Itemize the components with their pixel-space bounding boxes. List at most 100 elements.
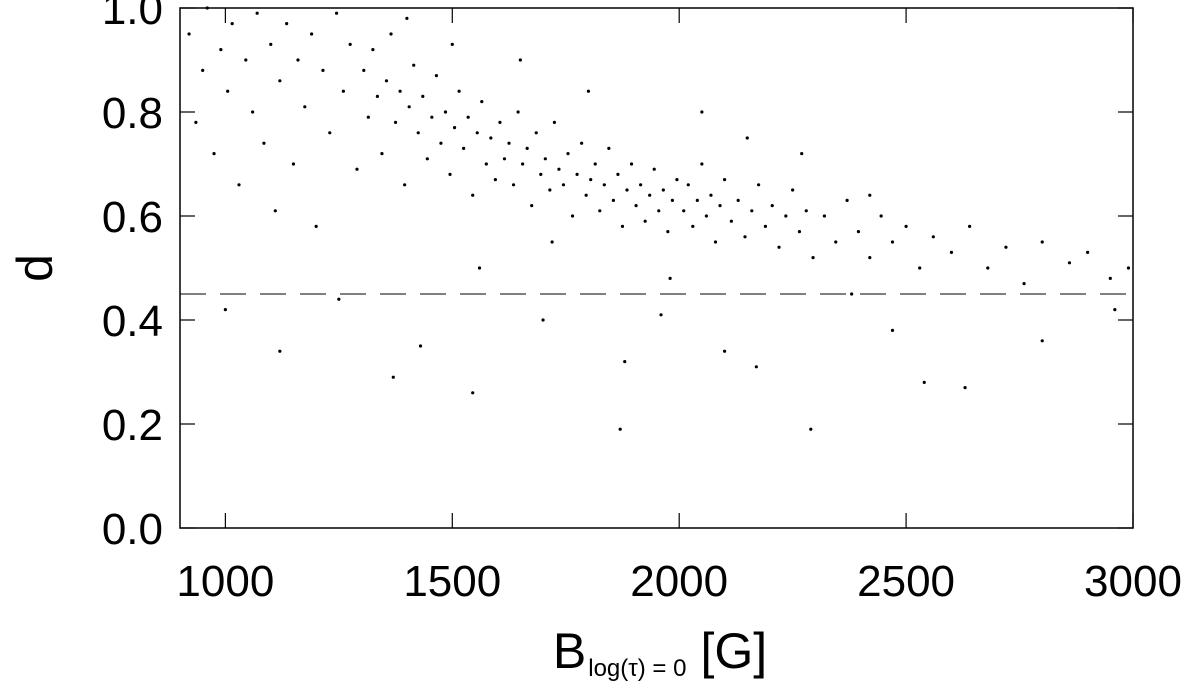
data-point [561,183,566,187]
data-point [341,89,345,93]
data-point [230,22,234,26]
data-point [611,198,615,202]
data-point [498,120,502,124]
y-axis-label: d [7,254,63,282]
data-point [754,365,758,369]
data-point [219,48,223,52]
data-point [661,188,665,192]
data-point [691,224,695,228]
data-point [448,172,452,176]
data-point [273,209,277,213]
data-point [722,178,727,182]
data-point [475,131,479,135]
data-point [743,235,747,239]
data-point [845,198,849,202]
data-point [471,391,475,395]
data-point [750,209,754,213]
data-point [371,48,375,52]
data-point [511,183,516,187]
data-point [1022,282,1026,286]
data-point [407,105,411,109]
data-point [618,427,622,431]
data-point [328,131,332,135]
data-point [879,214,883,218]
x-axis-label: Blog(τ) = 0 [G] [553,623,767,682]
x-tick-label: 1000 [176,557,274,606]
data-point [1126,266,1131,270]
data-point [625,188,629,192]
data-point [668,276,672,280]
data-point [589,178,593,182]
data-point [700,110,704,114]
data-point [502,157,507,161]
data-point [489,136,493,140]
data-point [593,162,597,166]
data-point [770,204,774,208]
data-point [348,42,352,47]
data-point [811,256,815,260]
data-point [800,152,804,156]
x-label-main: B [553,623,586,679]
data-point [659,313,663,317]
data-point [452,126,457,130]
data-point [986,266,990,270]
data-point [666,230,670,234]
data-point [570,214,575,218]
data-point [303,105,307,109]
data-point [391,375,395,379]
data-point [745,136,749,140]
data-point [530,204,534,208]
data-point [548,188,552,192]
data-point [516,110,520,114]
data-point [269,42,273,47]
data-point [434,74,439,78]
data-point [949,250,954,254]
data-point [1067,261,1072,265]
data-point [403,183,407,187]
data-point [963,386,967,390]
data-point [457,89,461,93]
data-point [682,209,686,213]
x-tick-label: 1500 [403,557,501,606]
data-point [550,240,554,244]
data-point [904,224,908,228]
data-point [639,183,643,187]
data-point [201,68,205,72]
data-point [566,152,570,156]
data-point [922,380,926,384]
data-point [418,344,423,348]
x-label-unit: [G] [700,623,767,679]
data-point [607,146,611,150]
y-tick-label: 1.0 [102,0,163,34]
data-point [187,32,191,36]
data-point [416,131,420,135]
data-point [822,214,827,218]
y-tick-label: 0.8 [102,89,163,138]
data-point [237,183,241,187]
data-point [804,209,808,213]
data-point [586,89,591,93]
data-point [425,157,429,161]
data-point [686,183,690,187]
data-point [1113,308,1117,312]
data-point [525,146,529,150]
data-point [704,214,709,218]
data-point [389,32,393,36]
data-point [791,188,795,192]
x-tick-label: 2000 [630,557,728,606]
data-point [557,167,561,171]
data-point [868,193,872,197]
data-point [484,162,488,166]
data-point [380,152,384,156]
data-point [931,235,935,239]
data-point [1040,240,1044,244]
data-point [439,141,443,145]
y-tick-label: 0.2 [102,401,163,450]
data-point [634,204,638,208]
data-point [850,292,854,296]
data-point [384,79,389,83]
data-point [462,146,466,150]
data-point [534,131,538,135]
data-point [366,115,370,119]
data-point [291,162,296,166]
